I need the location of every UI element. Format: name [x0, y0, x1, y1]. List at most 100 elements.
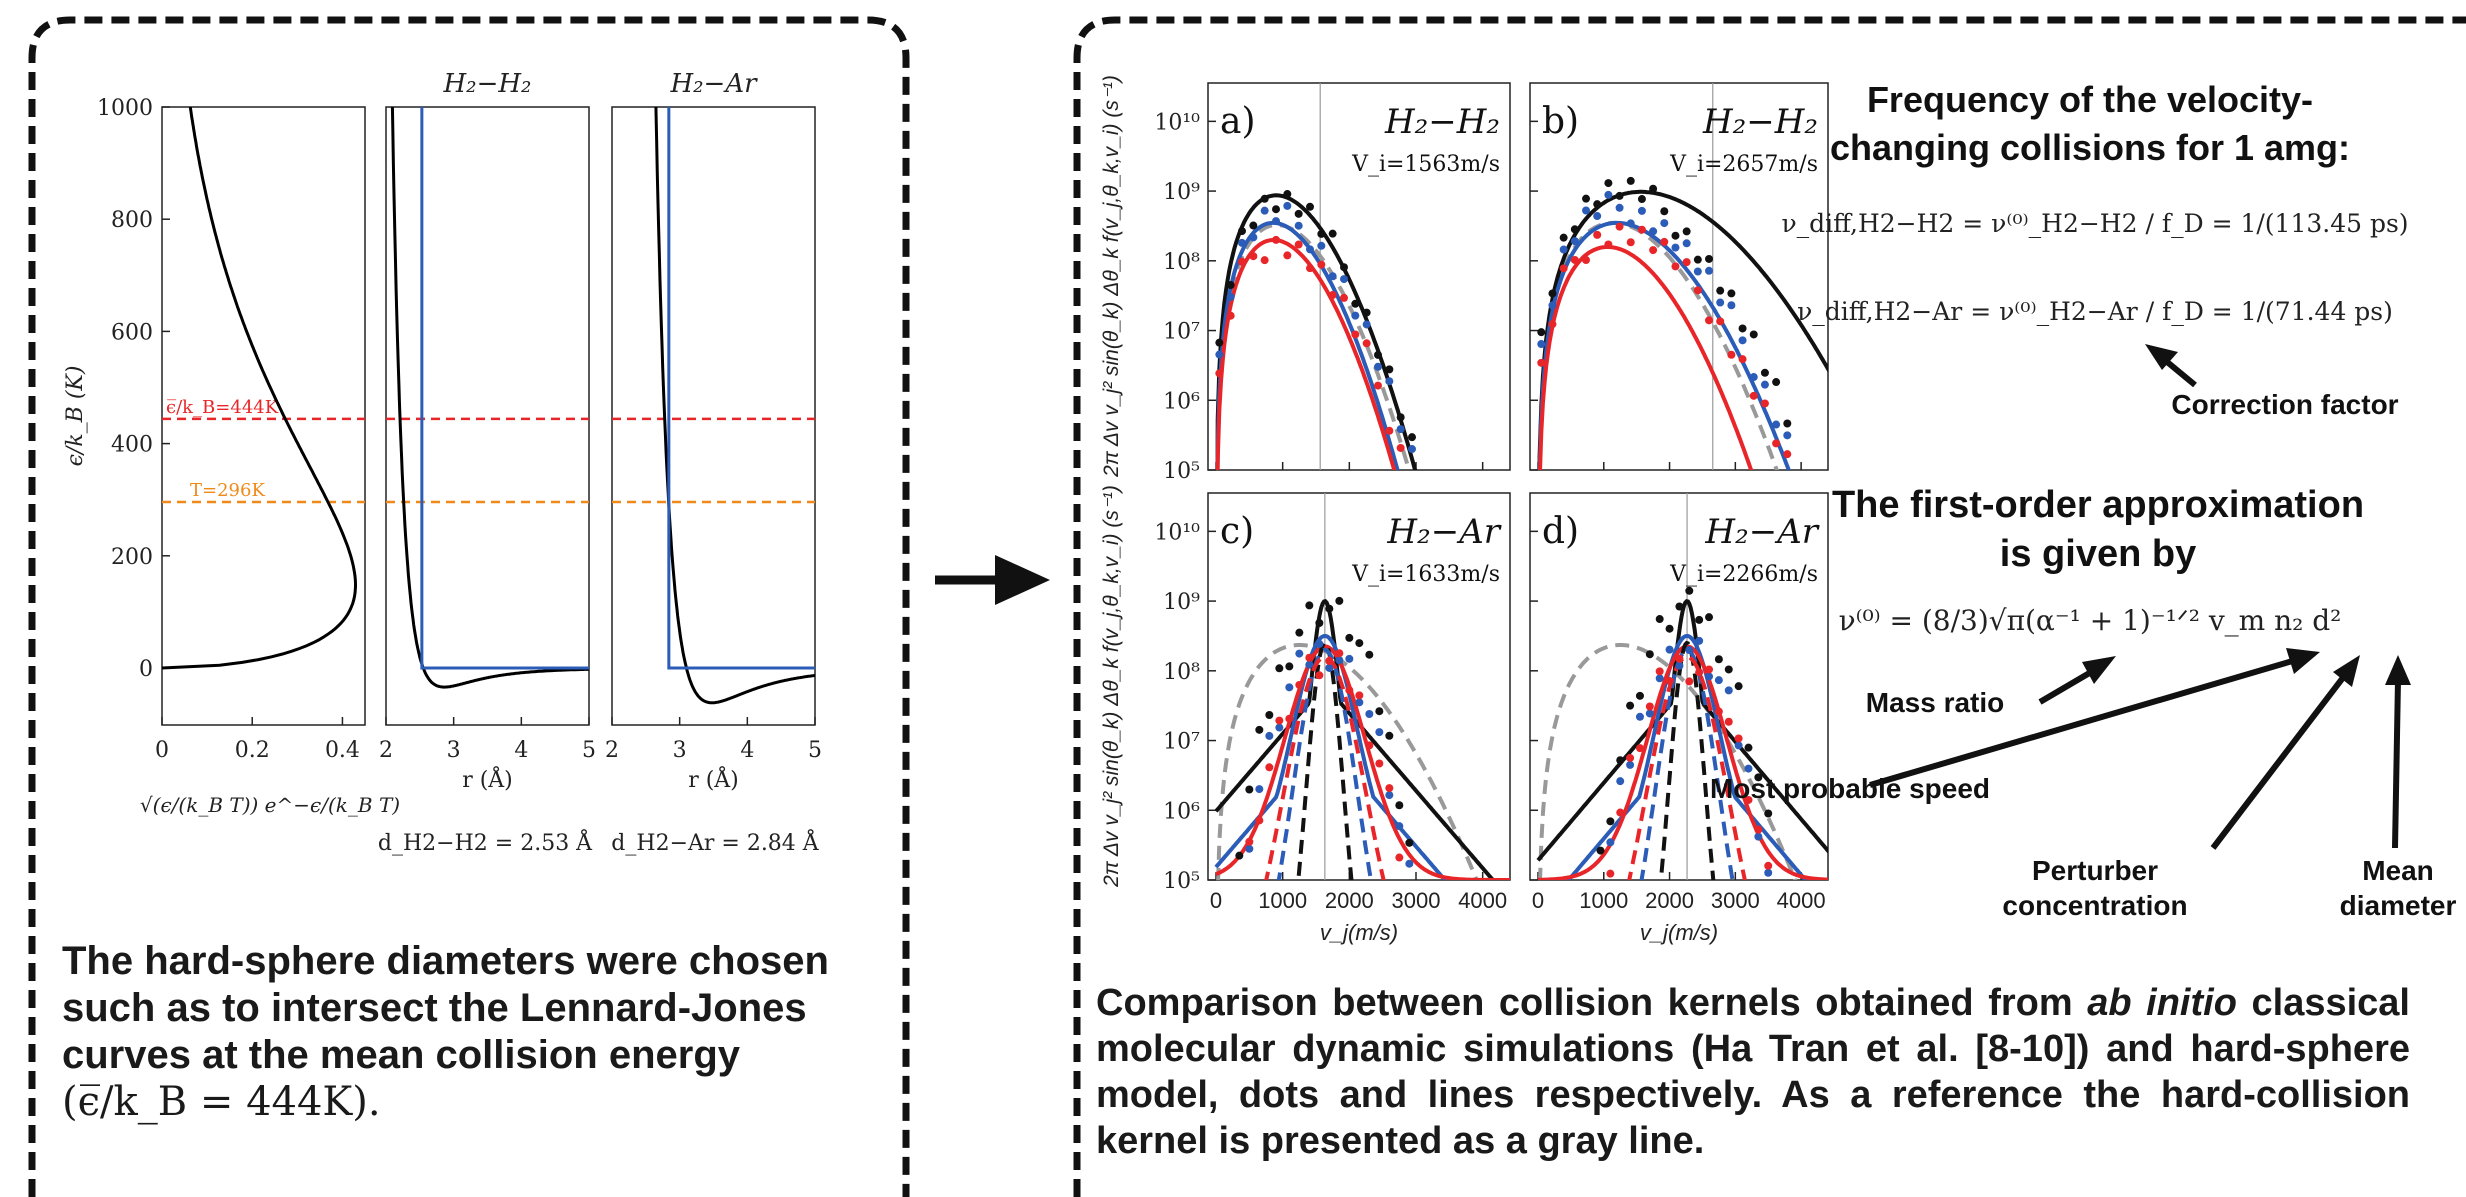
kernel-dot	[1385, 731, 1394, 740]
kernel-frame-4	[1529, 492, 1829, 881]
hs-red-curve	[1538, 245, 1754, 470]
x-axis-label: v_j(m/s)	[1640, 920, 1718, 945]
approx-title-line1: The first-order approximation	[1832, 484, 2364, 526]
kernel-dot	[1616, 808, 1625, 817]
hs-black-curve	[1537, 189, 1828, 470]
x-tick-label: 4000	[1458, 888, 1507, 913]
kernel-dot	[1626, 219, 1635, 228]
y-tick-label: 10⁶	[1163, 389, 1200, 414]
right-plots: 10⁵ 10⁶ 10⁷ 10⁸ 10⁹ 10¹⁰ a) H₂−H₂ V_i=1563m/s b) H…	[1100, 75, 1829, 945]
kernel-dot	[1408, 445, 1416, 454]
x-tick-label: 0	[1210, 888, 1222, 913]
hard-collision-gray-curve	[1537, 220, 1779, 470]
kernel-dot	[1306, 245, 1314, 254]
kernel-dot	[1548, 301, 1557, 310]
kernel-dot	[1351, 311, 1360, 320]
energy-distribution-curve	[162, 107, 357, 670]
kernel-dot	[1783, 419, 1792, 428]
y-tick-label: 200	[111, 545, 153, 570]
kernel-dot	[1328, 229, 1337, 238]
kernel-dot	[1226, 311, 1235, 320]
diameter-h2h2: d_H2−H2 = 2.53 Å	[378, 828, 593, 856]
kernel-dot	[1695, 615, 1704, 624]
kernel-dot	[1671, 262, 1680, 271]
kernel-dot	[1637, 225, 1646, 234]
perturber-label-1: Perturber	[2032, 855, 2158, 886]
kernel-dot	[1693, 255, 1702, 264]
kernel-dot	[1272, 235, 1280, 244]
kernel-dot	[1294, 221, 1303, 230]
kernel-dot	[1606, 838, 1615, 847]
kernel-dot	[1635, 712, 1644, 721]
kernel-dot	[1340, 275, 1348, 284]
kernel-dot	[1693, 286, 1702, 295]
kernel-dot	[1716, 286, 1725, 295]
kernel-dot	[1705, 672, 1714, 681]
kernel-dot	[1649, 246, 1658, 255]
kernel-dot	[1660, 237, 1669, 246]
panel-id: a)	[1220, 101, 1256, 142]
kernel-dot	[1295, 649, 1304, 658]
kernel-dot	[1537, 358, 1546, 367]
annotation-arrows	[1869, 648, 2411, 850]
kernel-dot	[1645, 709, 1654, 718]
equation-nu0: ν⁽⁰⁾ = (8/3)√π(α⁻¹ + 1)⁻¹ᐟ² v_m n₂ d²	[1839, 604, 2342, 637]
kernel-dot	[1365, 741, 1374, 750]
kernel-dot	[1724, 717, 1733, 726]
kernel-dot	[1637, 206, 1646, 215]
kernel-dot	[1615, 222, 1624, 231]
x-axis-label-r: r (Å)	[688, 765, 739, 793]
kernel-dot	[1226, 292, 1235, 301]
y-tick-label: 10⁸	[1163, 250, 1200, 275]
kernel-dot	[1265, 731, 1274, 740]
hs-red-dashed	[1264, 654, 1386, 880]
x-tick-label: 0	[1532, 888, 1544, 913]
kernel-dot	[1754, 825, 1763, 834]
kernel-dot	[1570, 225, 1579, 234]
kernel-dot	[1396, 443, 1405, 452]
kernel-dot	[1760, 399, 1769, 408]
panel-vi: V_i=1633m/s	[1351, 562, 1500, 587]
kernel-dot	[1714, 655, 1723, 664]
kernel-dot	[1738, 336, 1747, 345]
kernel-dot	[1315, 639, 1324, 648]
kernel-dot	[1548, 320, 1557, 329]
hs-black-curve	[1214, 598, 1510, 880]
kernel-dot	[1374, 381, 1382, 390]
right-dashed-frame	[1073, 16, 2466, 1197]
kernel-dot	[1734, 741, 1743, 750]
kernel-dot	[1345, 654, 1354, 663]
kernel-dot	[1593, 212, 1602, 221]
kernel-dot	[1693, 267, 1702, 276]
kernel-dot	[1260, 206, 1269, 215]
kernel-dot	[1744, 795, 1753, 804]
x-tick-label: 0.2	[235, 738, 270, 763]
kernel-dot	[1328, 272, 1337, 281]
kernel-dot	[1335, 649, 1344, 658]
kernel-dot	[1362, 320, 1371, 329]
kernel-dot	[1660, 207, 1669, 216]
kernel-dot	[1365, 709, 1374, 718]
kernel-dot	[1260, 256, 1269, 265]
x-tick-label: 5	[808, 738, 822, 763]
x-axis-label: v_j(m/s)	[1320, 920, 1398, 945]
x-tick-label: 4000	[1777, 888, 1826, 913]
y-tick-label: 600	[111, 320, 153, 345]
transition-arrow	[935, 555, 1050, 605]
panel-vi: V_i=2266m/s	[1669, 562, 1818, 587]
kernel-dot	[1351, 299, 1360, 308]
kernel-dot	[1317, 229, 1326, 238]
hs-blue-curve	[1215, 220, 1400, 470]
left-plot-frame-2	[385, 106, 590, 726]
hs-red-curve	[1215, 644, 1510, 880]
kernel-dot	[1375, 707, 1384, 716]
kernel-dot	[1325, 604, 1334, 613]
kernel-dot	[1294, 240, 1303, 249]
kernel-dot	[1783, 431, 1792, 440]
y-tick-label: 10⁷	[1163, 320, 1200, 345]
kernel-dot	[1749, 330, 1758, 339]
kernel-dot	[1705, 316, 1714, 325]
kernel-dot	[1306, 264, 1314, 273]
kernel-dot	[1355, 698, 1364, 707]
kernel-dot	[1315, 618, 1324, 627]
